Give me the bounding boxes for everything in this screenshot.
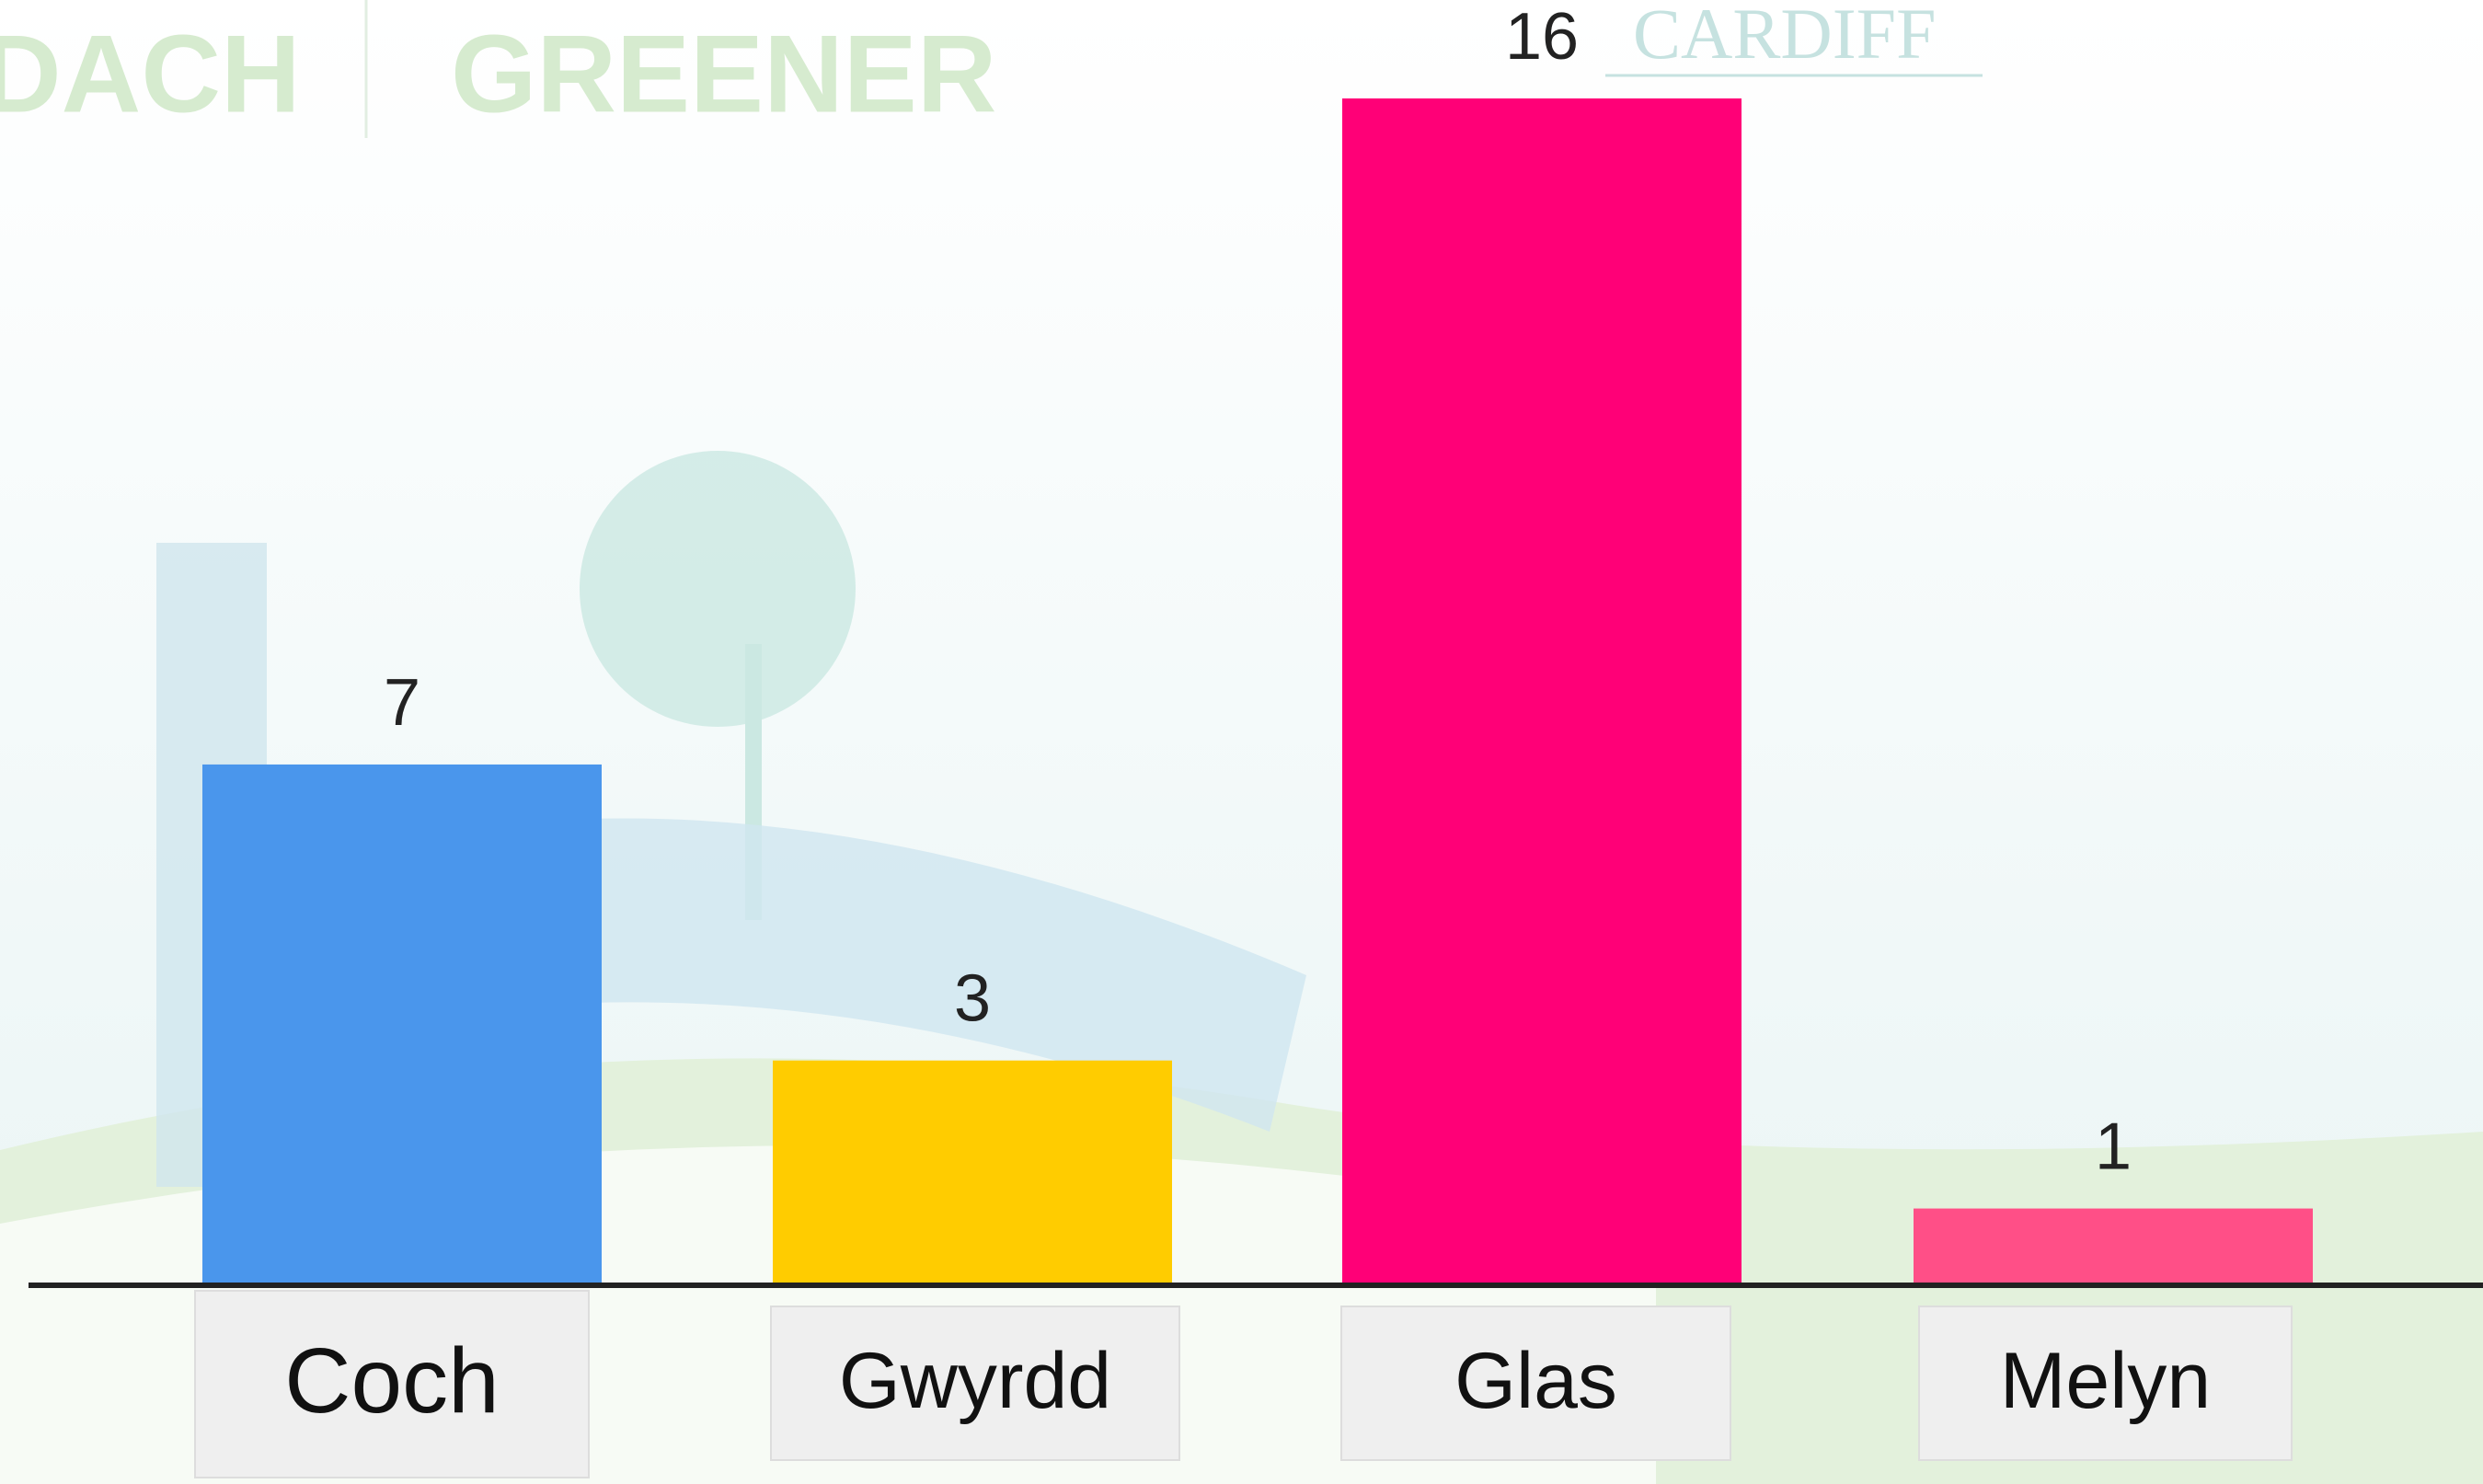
background-text: DACH <box>0 13 301 136</box>
chart: DACH GREENER CARDIFF 7 Coch 3 Gwyrdd 16 Glas 1… <box>0 0 2483 1484</box>
background-text: GREENER <box>451 13 996 136</box>
background-tree <box>580 451 856 727</box>
bar <box>1914 1209 2313 1283</box>
page: DACH GREENER CARDIFF 7 Coch 3 Gwyrdd 16 Glas 1… <box>0 0 2483 1484</box>
value-label: 7 <box>384 666 420 740</box>
x-tick-label: Gwyrdd <box>839 1337 1111 1425</box>
x-tick-label: Coch <box>284 1329 499 1432</box>
value-label: 16 <box>1505 0 1579 74</box>
value-label: 1 <box>2095 1110 2132 1184</box>
bar <box>1342 98 1742 1283</box>
bar <box>202 765 602 1283</box>
x-tick-label: Melyn <box>2000 1337 2211 1425</box>
value-label: 3 <box>954 962 991 1036</box>
x-tick-label: Glas <box>1454 1337 1617 1425</box>
background-text: CARDIFF <box>1633 0 1936 74</box>
bar <box>773 1061 1172 1283</box>
